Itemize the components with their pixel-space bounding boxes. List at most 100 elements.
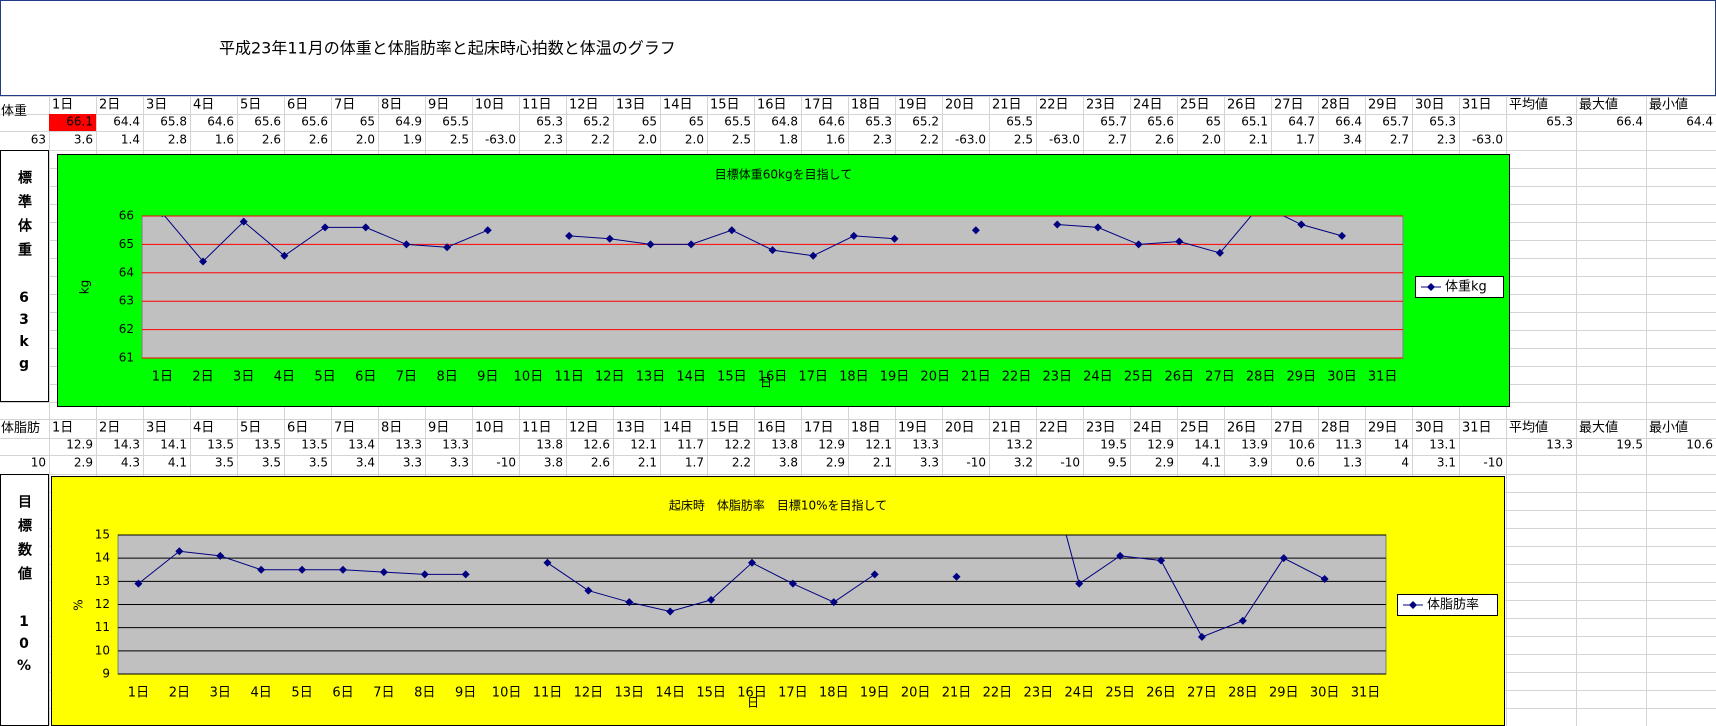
data-point	[543, 558, 552, 567]
day-value: 11.7	[677, 438, 704, 452]
data-point	[1116, 551, 1125, 560]
day-value: 12.9	[818, 438, 845, 452]
day-value: 12.2	[724, 438, 751, 452]
day-header: 20日	[945, 421, 975, 436]
day-diff: -63.0	[485, 133, 516, 147]
day-header: 4日	[193, 98, 214, 113]
x-tick-label: 11日	[554, 370, 584, 385]
data-point	[361, 223, 370, 232]
day-header: 8日	[381, 98, 402, 113]
x-tick-label: 19日	[880, 370, 910, 385]
day-header: 13日	[616, 98, 646, 113]
day-value: 13.4	[348, 438, 375, 452]
y-axis-label: %	[72, 599, 86, 610]
x-tick-label: 18日	[839, 370, 869, 385]
x-tick-label: 1日	[152, 370, 173, 385]
day-diff: 2.2	[591, 133, 610, 147]
x-tick-label: 17日	[798, 370, 828, 385]
day-diff: 3.3	[403, 456, 422, 470]
side-label: 標準体重	[16, 169, 32, 266]
legend-box	[1397, 594, 1498, 616]
day-value: 13.3	[442, 438, 469, 452]
x-tick-label: 30日	[1310, 686, 1340, 701]
x-tick-label: 7日	[396, 370, 417, 385]
day-value: 10.6	[1288, 438, 1315, 452]
y-tick-label: 15	[95, 528, 110, 542]
day-header: 29日	[1368, 421, 1398, 436]
day-value: 65.5	[442, 115, 469, 129]
x-tick-label: 12日	[595, 370, 625, 385]
day-header: 17日	[804, 421, 834, 436]
y-tick-label: 61	[119, 351, 134, 365]
day-header: 5日	[240, 421, 261, 436]
day-value: 65.6	[301, 115, 328, 129]
day-value: 12.1	[865, 438, 892, 452]
day-value: 64.9	[395, 115, 422, 129]
x-tick-label: 14日	[655, 686, 685, 701]
day-diff: -10	[966, 456, 986, 470]
x-tick-label: 10日	[514, 370, 544, 385]
day-diff: 2.1	[1249, 133, 1268, 147]
data-point	[768, 246, 777, 255]
x-tick-label: 29日	[1287, 370, 1317, 385]
x-tick-label: 3日	[210, 686, 231, 701]
day-value: 65.1	[1241, 115, 1268, 129]
day-value: 65.2	[912, 115, 939, 129]
y-tick-label: 65	[119, 237, 134, 251]
legend-marker	[1409, 601, 1417, 609]
day-diff: 1.8	[779, 133, 798, 147]
x-tick-label: 22日	[1002, 370, 1032, 385]
day-header: 28日	[1321, 421, 1351, 436]
day-diff: 3.8	[544, 456, 563, 470]
day-header: 24日	[1133, 98, 1163, 113]
day-header: 1日	[52, 421, 73, 436]
data-point	[1238, 616, 1247, 625]
day-diff: 2.3	[544, 133, 563, 147]
data-point	[1175, 237, 1184, 246]
x-tick-label: 19日	[860, 686, 890, 701]
day-header: 11日	[522, 421, 552, 436]
day-header: 12日	[569, 421, 599, 436]
day-diff: 2.6	[591, 456, 610, 470]
day-diff: 2.7	[1108, 133, 1127, 147]
day-value: 65.3	[1429, 115, 1456, 129]
x-tick-label: 20日	[920, 370, 950, 385]
x-tick-label: 3日	[233, 370, 254, 385]
day-diff: 1.6	[826, 133, 845, 147]
x-tick-label: 1日	[128, 686, 149, 701]
day-header: 10日	[475, 98, 505, 113]
day-header: 14日	[663, 421, 693, 436]
day-header: 18日	[851, 421, 881, 436]
day-header: 10日	[475, 421, 505, 436]
day-value: 19.5	[1100, 438, 1127, 452]
day-diff: 2.2	[920, 133, 939, 147]
stat-value: 13.3	[1546, 438, 1573, 452]
x-tick-label: 29日	[1269, 686, 1299, 701]
day-diff: 3.4	[1343, 133, 1362, 147]
data-point	[870, 570, 879, 579]
side-value: 10%	[16, 614, 32, 680]
data-point	[625, 598, 634, 607]
day-header: 29日	[1368, 98, 1398, 113]
data-point	[257, 565, 266, 574]
row-label-cell: 体重	[1, 104, 27, 119]
x-tick-label: 28日	[1228, 686, 1258, 701]
data-point	[1297, 220, 1306, 229]
stat-value: 66.4	[1616, 115, 1643, 129]
day-value: 65.7	[1100, 115, 1127, 129]
x-tick-label: 16日	[758, 370, 788, 385]
data-point	[161, 216, 164, 218]
x-tick-label: 6日	[332, 686, 353, 701]
day-value: 64.6	[207, 115, 234, 129]
day-header: 26日	[1227, 421, 1257, 436]
data-point	[483, 226, 492, 235]
highlight-cell	[49, 114, 96, 131]
side-label: 目標数値	[16, 494, 33, 590]
data-point	[298, 565, 307, 574]
day-header: 22日	[1039, 98, 1069, 113]
data-point	[443, 243, 452, 252]
stat-header: 最大値	[1579, 420, 1618, 436]
day-diff: 3.1	[1437, 456, 1456, 470]
data-point	[175, 547, 184, 556]
day-header: 3日	[146, 98, 167, 113]
